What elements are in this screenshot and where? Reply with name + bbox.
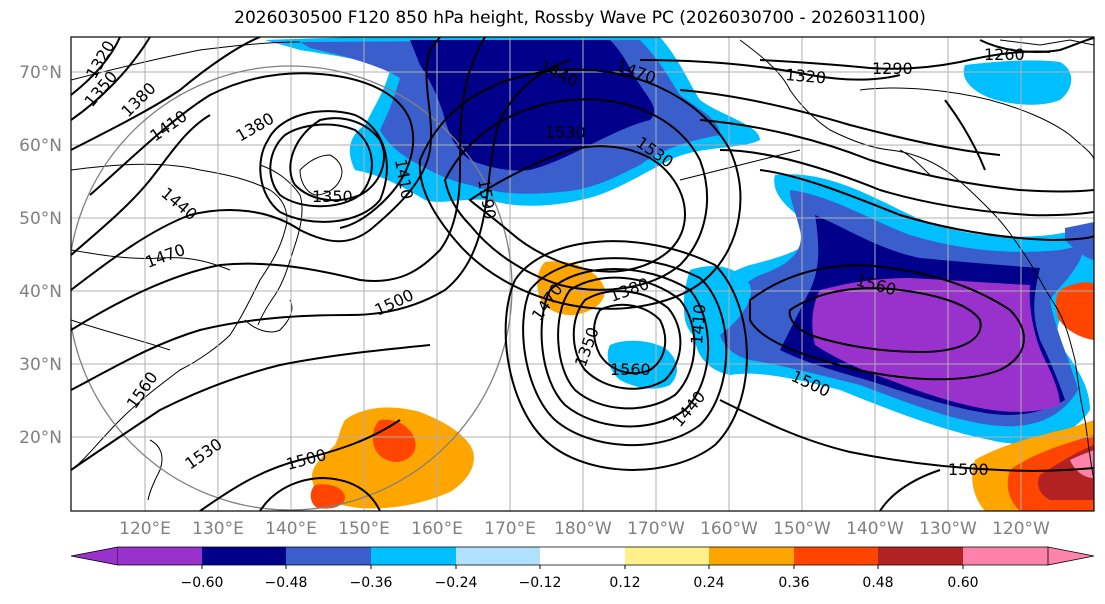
colorbar-tick-label: 0.24 (693, 575, 724, 591)
lat-label: 30°N (19, 355, 62, 375)
lon-label: 170°E (484, 519, 536, 539)
contour-label: 1530 (545, 123, 586, 142)
colorbar-swatch (625, 547, 709, 565)
lat-label: 60°N (19, 136, 62, 156)
colorbar-swatch (456, 547, 540, 565)
colorbar-swatch (118, 547, 202, 565)
lon-label: 150°W (773, 519, 831, 539)
map-frame (70, 36, 1095, 512)
colorbar-tick-label: −0.48 (265, 575, 308, 591)
colorbar-ticks (201, 565, 964, 569)
colorbar-tick-label: −0.12 (519, 575, 562, 591)
lat-label: 70°N (19, 63, 62, 83)
contour-label: 1410 (687, 303, 709, 345)
lon-label: 120°W (992, 519, 1050, 539)
contour-label: 1500 (948, 460, 989, 479)
lon-label: 130°W (919, 519, 977, 539)
lon-label: 170°W (627, 519, 685, 539)
lon-label: 180°W (554, 519, 612, 539)
colorbar-extend-low (70, 546, 119, 566)
colorbar-tick-label: −0.24 (435, 575, 478, 591)
lon-label: 120°E (119, 519, 171, 539)
figure-title: 2026030500 F120 850 hPa height, Rossby W… (234, 8, 926, 28)
contour-label: 1260 (984, 45, 1025, 64)
colorbar-tick-label: 0.12 (609, 575, 640, 591)
lat-label: 50°N (19, 209, 62, 229)
lon-label: 140°W (846, 519, 904, 539)
contour-label: 1350 (312, 187, 353, 206)
colorbar-tick-label: −0.36 (350, 575, 393, 591)
coastlines (71, 39, 1094, 501)
colorbar: −0.60 −0.48 −0.36 −0.24 −0.12 0.12 0.24 … (70, 546, 1095, 591)
colorbar-swatch (371, 547, 456, 565)
colorbar-swatch (794, 547, 878, 565)
lon-label: 140°E (265, 519, 317, 539)
lon-label: 160°E (411, 519, 463, 539)
map-area: 1320 1350 1380 1410 1440 1470 1500 1530 … (71, 37, 1094, 511)
shading-alaska-negative (963, 60, 1094, 260)
colorbar-outline (118, 546, 1048, 566)
lon-label: 150°E (338, 519, 390, 539)
colorbar-swatch (540, 547, 625, 565)
colorbar-extend-high (1047, 546, 1095, 566)
colorbar-swatch (202, 547, 286, 565)
height-contours (71, 37, 1094, 511)
lat-label: 40°N (19, 282, 62, 302)
contour-label: 1320 (785, 65, 827, 87)
lon-label: 160°W (700, 519, 758, 539)
colorbar-swatch (709, 547, 794, 565)
colorbar-tick-label: 0.60 (947, 575, 978, 591)
contour-label: 1560 (610, 360, 651, 379)
colorbar-tick-label: −0.60 (181, 575, 224, 591)
lat-label: 20°N (19, 428, 62, 448)
colorbar-tick-label: 0.36 (778, 575, 809, 591)
contour-label: 1290 (872, 59, 913, 78)
shading-central-pacific-negative (607, 265, 751, 389)
latitude-labels: 70°N 60°N 50°N 40°N 30°N 20°N (19, 63, 62, 448)
colorbar-swatch (286, 547, 371, 565)
colorbar-swatch (878, 547, 963, 565)
lon-label: 130°E (192, 519, 244, 539)
colorbar-tick-label: 0.48 (862, 575, 893, 591)
colorbar-swatch (963, 547, 1048, 565)
longitude-labels: 120°E 130°E 140°E 150°E 160°E 170°E 180°… (119, 519, 1050, 539)
